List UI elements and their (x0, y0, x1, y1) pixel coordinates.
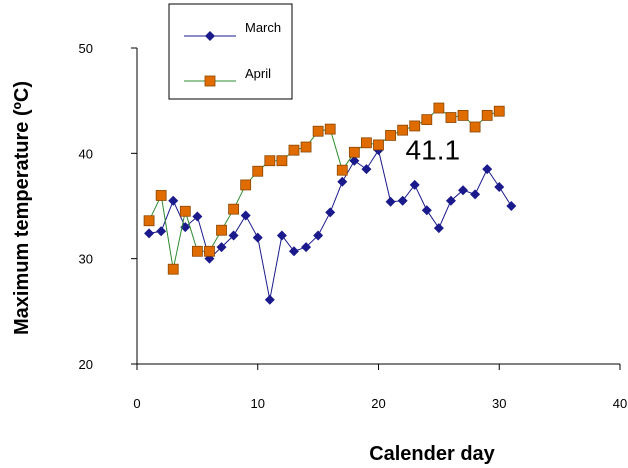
data-point-april (252, 165, 264, 177)
legend-label-april: April (245, 66, 271, 81)
y-tick-label: 40 (79, 146, 93, 161)
data-point-march (325, 207, 336, 218)
data-point-april (155, 190, 167, 201)
data-point-march (276, 230, 287, 241)
x-tick-label: 40 (613, 396, 627, 411)
series-line-april (148, 107, 500, 270)
x-tick-label: 10 (251, 396, 265, 411)
data-point-march (506, 201, 517, 211)
data-point-april (288, 144, 300, 156)
data-point-march (192, 211, 203, 222)
data-point-april (421, 114, 433, 126)
data-point-april (409, 120, 421, 132)
y-tick-label: 30 (79, 252, 93, 267)
data-point-april (143, 215, 155, 227)
data-point-april (204, 245, 215, 257)
data-point-march (301, 242, 312, 253)
legend-marker-april (204, 75, 216, 87)
legend-box (168, 3, 293, 100)
y-tick-label: 20 (79, 357, 93, 372)
legend-label-march: March (245, 20, 281, 35)
data-point-march (445, 195, 456, 206)
data-point-march (385, 196, 396, 207)
data-point-march (361, 164, 372, 175)
data-point-april (240, 179, 252, 191)
data-point-march (349, 155, 360, 166)
data-point-april (300, 141, 312, 153)
data-point-april (493, 105, 505, 117)
data-point-march (409, 179, 420, 190)
data-point-march (288, 246, 299, 257)
y-axis-title: Maximum temperature (ºC) (11, 81, 33, 335)
annotation-label: 41.1 (406, 135, 461, 166)
data-point-april (324, 123, 336, 135)
data-point-april (348, 146, 360, 158)
data-point-april (385, 130, 396, 141)
data-point-march (252, 232, 263, 243)
legend: March April (168, 3, 293, 100)
data-point-march (470, 189, 481, 200)
data-point-april (179, 205, 191, 217)
data-point-march (204, 253, 215, 264)
y-tick-label: 50 (79, 41, 93, 56)
data-point-march (144, 228, 155, 239)
data-point-april (397, 124, 409, 136)
data-point-march (228, 230, 239, 241)
data-point-april (336, 164, 348, 176)
data-point-march (458, 185, 469, 196)
data-point-april (276, 155, 288, 167)
data-point-march (216, 242, 227, 253)
data-point-march (264, 294, 275, 305)
data-point-april (191, 245, 203, 257)
series-line-march (149, 148, 512, 300)
data-point-march (168, 195, 179, 206)
data-point-april (264, 155, 276, 167)
data-point-april (373, 139, 384, 151)
data-point-march (482, 164, 493, 175)
data-point-march (433, 223, 444, 234)
data-point-april (433, 102, 445, 114)
x-axis-title: Calender day (369, 443, 495, 465)
data-point-april (361, 137, 372, 149)
legend-item-march: March (184, 20, 281, 41)
data-point-march (240, 210, 251, 221)
data-point-march (397, 195, 408, 206)
data-point-april (312, 125, 324, 137)
data-point-april (469, 121, 481, 133)
data-point-april (216, 224, 227, 236)
x-tick-label: 30 (492, 396, 506, 411)
data-point-march (337, 176, 348, 187)
data-point-april (481, 110, 493, 121)
data-point-march (313, 230, 324, 241)
data-point-march (156, 226, 167, 237)
x-tick-label: 0 (133, 396, 140, 411)
legend-item-april: April (184, 66, 271, 87)
data-point-march (421, 205, 432, 216)
data-point-april (228, 203, 240, 215)
legend-marker-march (205, 31, 215, 41)
data-point-april (167, 263, 179, 275)
data-point-april (445, 112, 457, 123)
data-point-march (494, 182, 505, 193)
data-point-april (457, 110, 469, 121)
x-tick-label: 20 (371, 396, 385, 411)
